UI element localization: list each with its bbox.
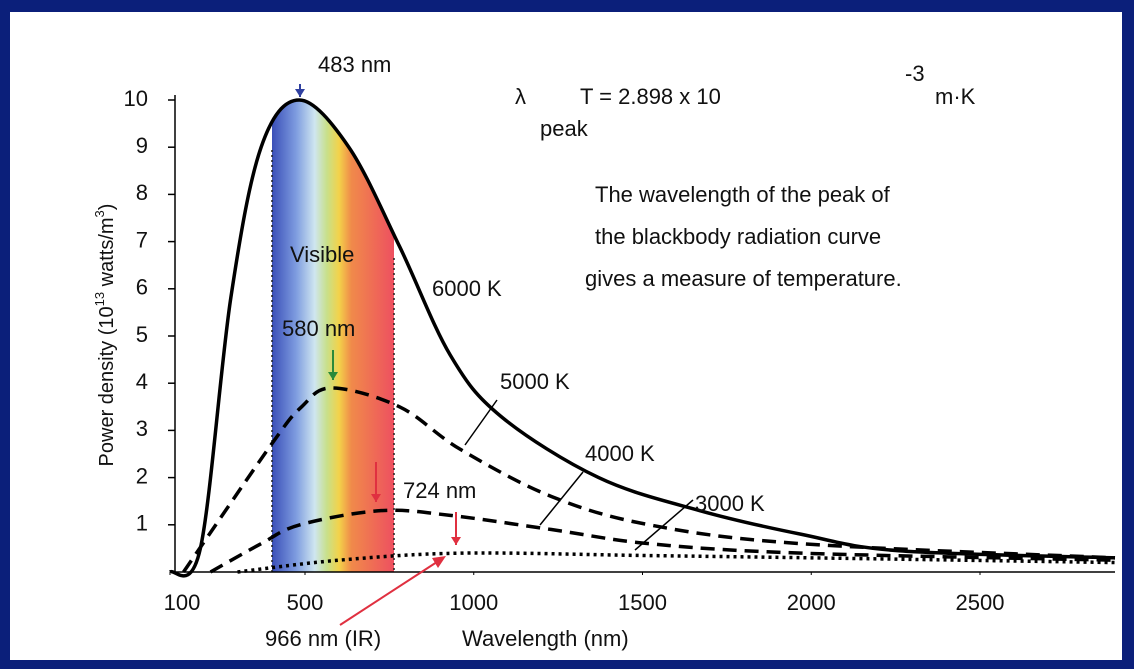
- y-tick-label: 7: [136, 227, 148, 252]
- label-part: ): [96, 204, 118, 211]
- label-part: Power density (10: [96, 306, 118, 466]
- band-label: Visible: [290, 242, 354, 267]
- arrow-head: [328, 372, 338, 380]
- description-line: the blackbody radiation curve: [595, 224, 881, 249]
- peak-arrow: [339, 559, 441, 626]
- x-tick-label: 500: [287, 590, 324, 615]
- x-tick-label: 100: [164, 590, 201, 615]
- equation-main: T = 2.898 x 10: [580, 84, 721, 109]
- y-tick-label: 5: [136, 322, 148, 347]
- x-tick-label: 1000: [449, 590, 498, 615]
- curve: [209, 508, 1116, 574]
- series-label: 3000 K: [695, 491, 765, 516]
- equation-symbol: λ: [515, 84, 526, 109]
- arrow-head: [371, 494, 381, 502]
- arrow-head: [295, 89, 305, 97]
- peak-label: 483 nm: [318, 52, 391, 77]
- arrow-head: [451, 537, 461, 545]
- y-tick-label: 10: [124, 86, 148, 111]
- description-line: The wavelength of the peak of: [595, 182, 891, 207]
- x-tick-label: 2000: [787, 590, 836, 615]
- superscript: 3: [92, 210, 107, 217]
- y-tick-label: 9: [136, 133, 148, 158]
- curve: [168, 98, 1116, 578]
- y-tick-label: 6: [136, 275, 148, 300]
- pointer: [464, 399, 498, 446]
- arrow-head: [432, 556, 446, 568]
- y-tick-label: 4: [136, 369, 148, 394]
- x-axis-label: Wavelength (nm): [462, 626, 629, 651]
- pointer: [539, 471, 584, 526]
- y-tick-label: 2: [136, 463, 148, 488]
- peak-label: 966 nm (IR): [265, 626, 381, 651]
- y-tick-label: 3: [136, 416, 148, 441]
- curve: [237, 551, 1116, 574]
- peak-label: 724 nm: [403, 478, 476, 503]
- y-tick-label: 1: [136, 511, 148, 536]
- label-part: watts/m: [96, 217, 118, 291]
- superscript: 13: [92, 292, 107, 306]
- series-label: 5000 K: [500, 369, 570, 394]
- panel: [10, 12, 1122, 660]
- description-line: gives a measure of temperature.: [585, 266, 902, 291]
- equation-unit: m·K: [935, 84, 976, 109]
- curve: [182, 386, 1116, 573]
- equation-exponent: -3: [905, 61, 925, 86]
- x-tick-label: 1500: [618, 590, 667, 615]
- equation-subscript: peak: [540, 116, 589, 141]
- x-tick-label: 2500: [956, 590, 1005, 615]
- peak-label: 580 nm: [282, 316, 355, 341]
- series-label: 6000 K: [432, 276, 502, 301]
- series-label: 4000 K: [585, 441, 655, 466]
- y-axis-label: Power density (1013 watts/m3): [92, 204, 118, 467]
- y-tick-label: 8: [136, 180, 148, 205]
- pointer: [634, 499, 694, 551]
